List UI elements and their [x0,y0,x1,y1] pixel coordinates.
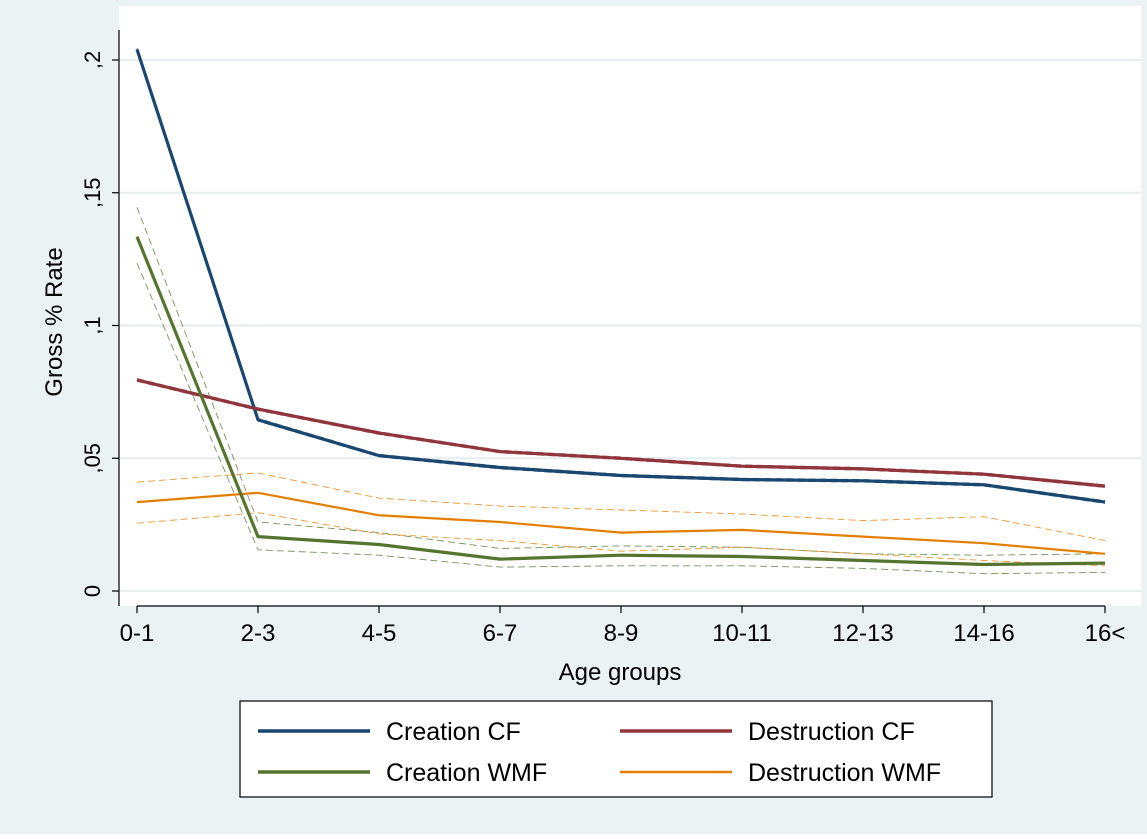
x-tick-label: 16< [1085,620,1126,647]
x-tick-label: 8-9 [604,620,639,647]
x-tick-label: 2-3 [241,620,276,647]
legend-label: Destruction CF [748,718,915,746]
legend: Creation CF Destruction CF Creation WMF Des… [240,701,992,797]
y-axis-label: Gross % Rate [41,247,68,396]
y-tick-label: ,15 [80,177,105,208]
plot-area [119,6,1141,606]
x-tick-label: 10-11 [712,620,772,647]
y-tick-label: 0 [80,585,105,597]
x-tick-label: 6-7 [483,620,518,647]
legend-label: Creation WMF [386,759,547,787]
legend-label: Creation CF [386,718,521,746]
y-tick-label: ,05 [80,443,105,474]
x-tick-label: 0-1 [120,620,155,647]
legend-label: Destruction WMF [748,759,941,787]
x-axis-label: Age groups [559,659,682,686]
y-tick-label: ,2 [80,51,105,69]
y-tick-label: ,1 [80,316,105,334]
x-tick-label: 14-16 [953,620,1014,647]
x-tick-label: 12-13 [832,620,893,647]
x-tick-label: 4-5 [362,620,397,647]
